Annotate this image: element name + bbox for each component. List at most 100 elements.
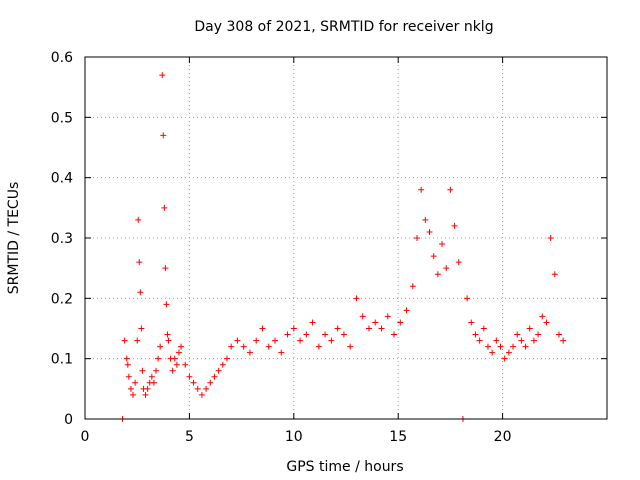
data-point — [130, 391, 137, 398]
data-point — [359, 313, 366, 320]
data-point — [135, 216, 142, 223]
y-tick-label: 0.6 — [51, 50, 73, 66]
data-point — [139, 367, 146, 374]
data-point — [397, 319, 404, 326]
data-point — [309, 319, 316, 326]
data-point — [125, 373, 132, 380]
data-point — [223, 355, 230, 362]
data-point — [518, 337, 525, 344]
data-point — [489, 349, 496, 356]
data-point — [501, 355, 508, 362]
data-point — [211, 373, 218, 380]
y-tick-label: 0.4 — [51, 171, 73, 187]
data-point — [228, 343, 235, 350]
data-point — [497, 343, 504, 350]
data-point — [384, 313, 391, 320]
data-point — [514, 331, 521, 338]
data-point — [340, 331, 347, 338]
data-point — [182, 361, 189, 368]
y-tick-label: 0.2 — [51, 291, 73, 307]
data-point — [451, 222, 458, 229]
data-point — [138, 325, 145, 332]
data-point — [169, 367, 176, 374]
data-point — [203, 385, 210, 392]
x-tick-label: 20 — [494, 429, 512, 445]
data-point — [253, 337, 260, 344]
data-point — [164, 331, 171, 338]
data-point — [372, 319, 379, 326]
data-point — [547, 235, 554, 241]
plot-frame — [84, 56, 608, 420]
data-point — [430, 253, 437, 260]
data-point — [240, 343, 247, 350]
data-point — [413, 235, 420, 241]
data-point — [391, 331, 398, 338]
data-point — [403, 307, 410, 314]
data-point — [555, 331, 562, 338]
data-point — [493, 337, 500, 344]
data-point — [284, 331, 291, 338]
data-point — [378, 325, 385, 332]
data-point — [165, 337, 172, 344]
x-tick-label: 15 — [389, 429, 407, 445]
data-point — [434, 271, 441, 278]
data-point — [535, 331, 542, 338]
x-tick-label: 10 — [285, 429, 303, 445]
data-points — [119, 72, 567, 422]
data-point — [328, 337, 335, 344]
data-point — [234, 337, 241, 344]
data-point — [157, 343, 164, 350]
data-point — [152, 367, 159, 374]
data-point — [353, 295, 360, 302]
data-point — [322, 331, 329, 338]
x-tick-label: 5 — [185, 429, 194, 445]
data-point — [418, 186, 425, 193]
y-tick-label: 0.3 — [51, 231, 73, 247]
data-point — [468, 319, 475, 326]
x-axis-label: GPS time / hours — [286, 459, 403, 475]
data-point — [265, 343, 272, 350]
data-point — [290, 325, 297, 332]
data-point — [259, 325, 266, 332]
data-point — [447, 186, 454, 193]
data-point — [155, 355, 162, 362]
data-point — [159, 72, 166, 79]
ticks: 0 5 10 15 20 0 0.1 0.2 0.3 0.4 0.5 0.6 — [51, 50, 607, 445]
data-point — [422, 216, 429, 223]
data-point — [278, 349, 285, 356]
data-point — [297, 337, 304, 344]
data-point — [443, 265, 450, 272]
data-point — [219, 361, 226, 368]
data-point — [472, 331, 479, 338]
data-point — [127, 385, 134, 392]
data-point — [476, 337, 483, 344]
data-point — [522, 343, 529, 350]
data-point — [198, 391, 205, 398]
y-axis-label: SRMTID / TECUs — [6, 182, 22, 295]
data-point — [347, 343, 354, 350]
data-point — [365, 325, 372, 332]
data-point — [510, 343, 517, 350]
data-point — [505, 349, 512, 356]
data-point — [207, 379, 214, 386]
data-point — [334, 325, 341, 332]
data-point — [186, 373, 193, 380]
data-point — [194, 385, 201, 392]
data-point — [215, 367, 222, 374]
data-point — [426, 228, 433, 235]
data-point — [142, 391, 149, 398]
data-point — [160, 132, 167, 139]
data-point — [134, 337, 141, 344]
data-point — [148, 373, 155, 380]
data-point — [484, 343, 491, 350]
data-point — [439, 241, 446, 248]
data-point — [136, 259, 143, 266]
data-point — [543, 319, 550, 326]
data-point — [173, 361, 180, 368]
data-point — [560, 337, 567, 344]
data-point — [121, 337, 128, 344]
data-point — [303, 331, 310, 338]
data-point — [480, 325, 487, 332]
data-point — [161, 204, 168, 211]
data-point — [163, 301, 170, 308]
